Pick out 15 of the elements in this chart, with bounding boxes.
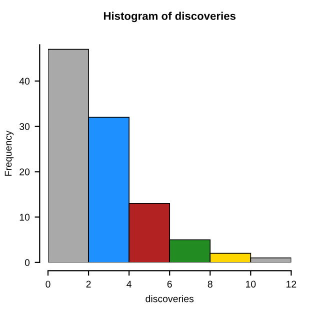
y-tick-label: 40 <box>19 78 30 85</box>
x-tick-label: 8 <box>208 280 212 288</box>
chart-title: Histogram of discoveries <box>104 12 236 22</box>
x-tick-label: 0 <box>46 280 50 288</box>
y-axis-title: Frequency <box>4 130 14 176</box>
x-tick-label: 2 <box>86 280 91 288</box>
y-tick-label: 20 <box>20 168 30 176</box>
x-tick-label: 4 <box>126 280 132 288</box>
x-tick-label: 10 <box>246 280 256 288</box>
x-tick-label: 6 <box>167 280 172 288</box>
x-tick-label: 12 <box>286 280 296 288</box>
x-axis-title: discoveries <box>146 295 194 302</box>
y-tick-label: 10 <box>20 214 30 221</box>
y-tick-label: 0 <box>24 259 30 266</box>
y-tick-label: 30 <box>20 123 30 130</box>
